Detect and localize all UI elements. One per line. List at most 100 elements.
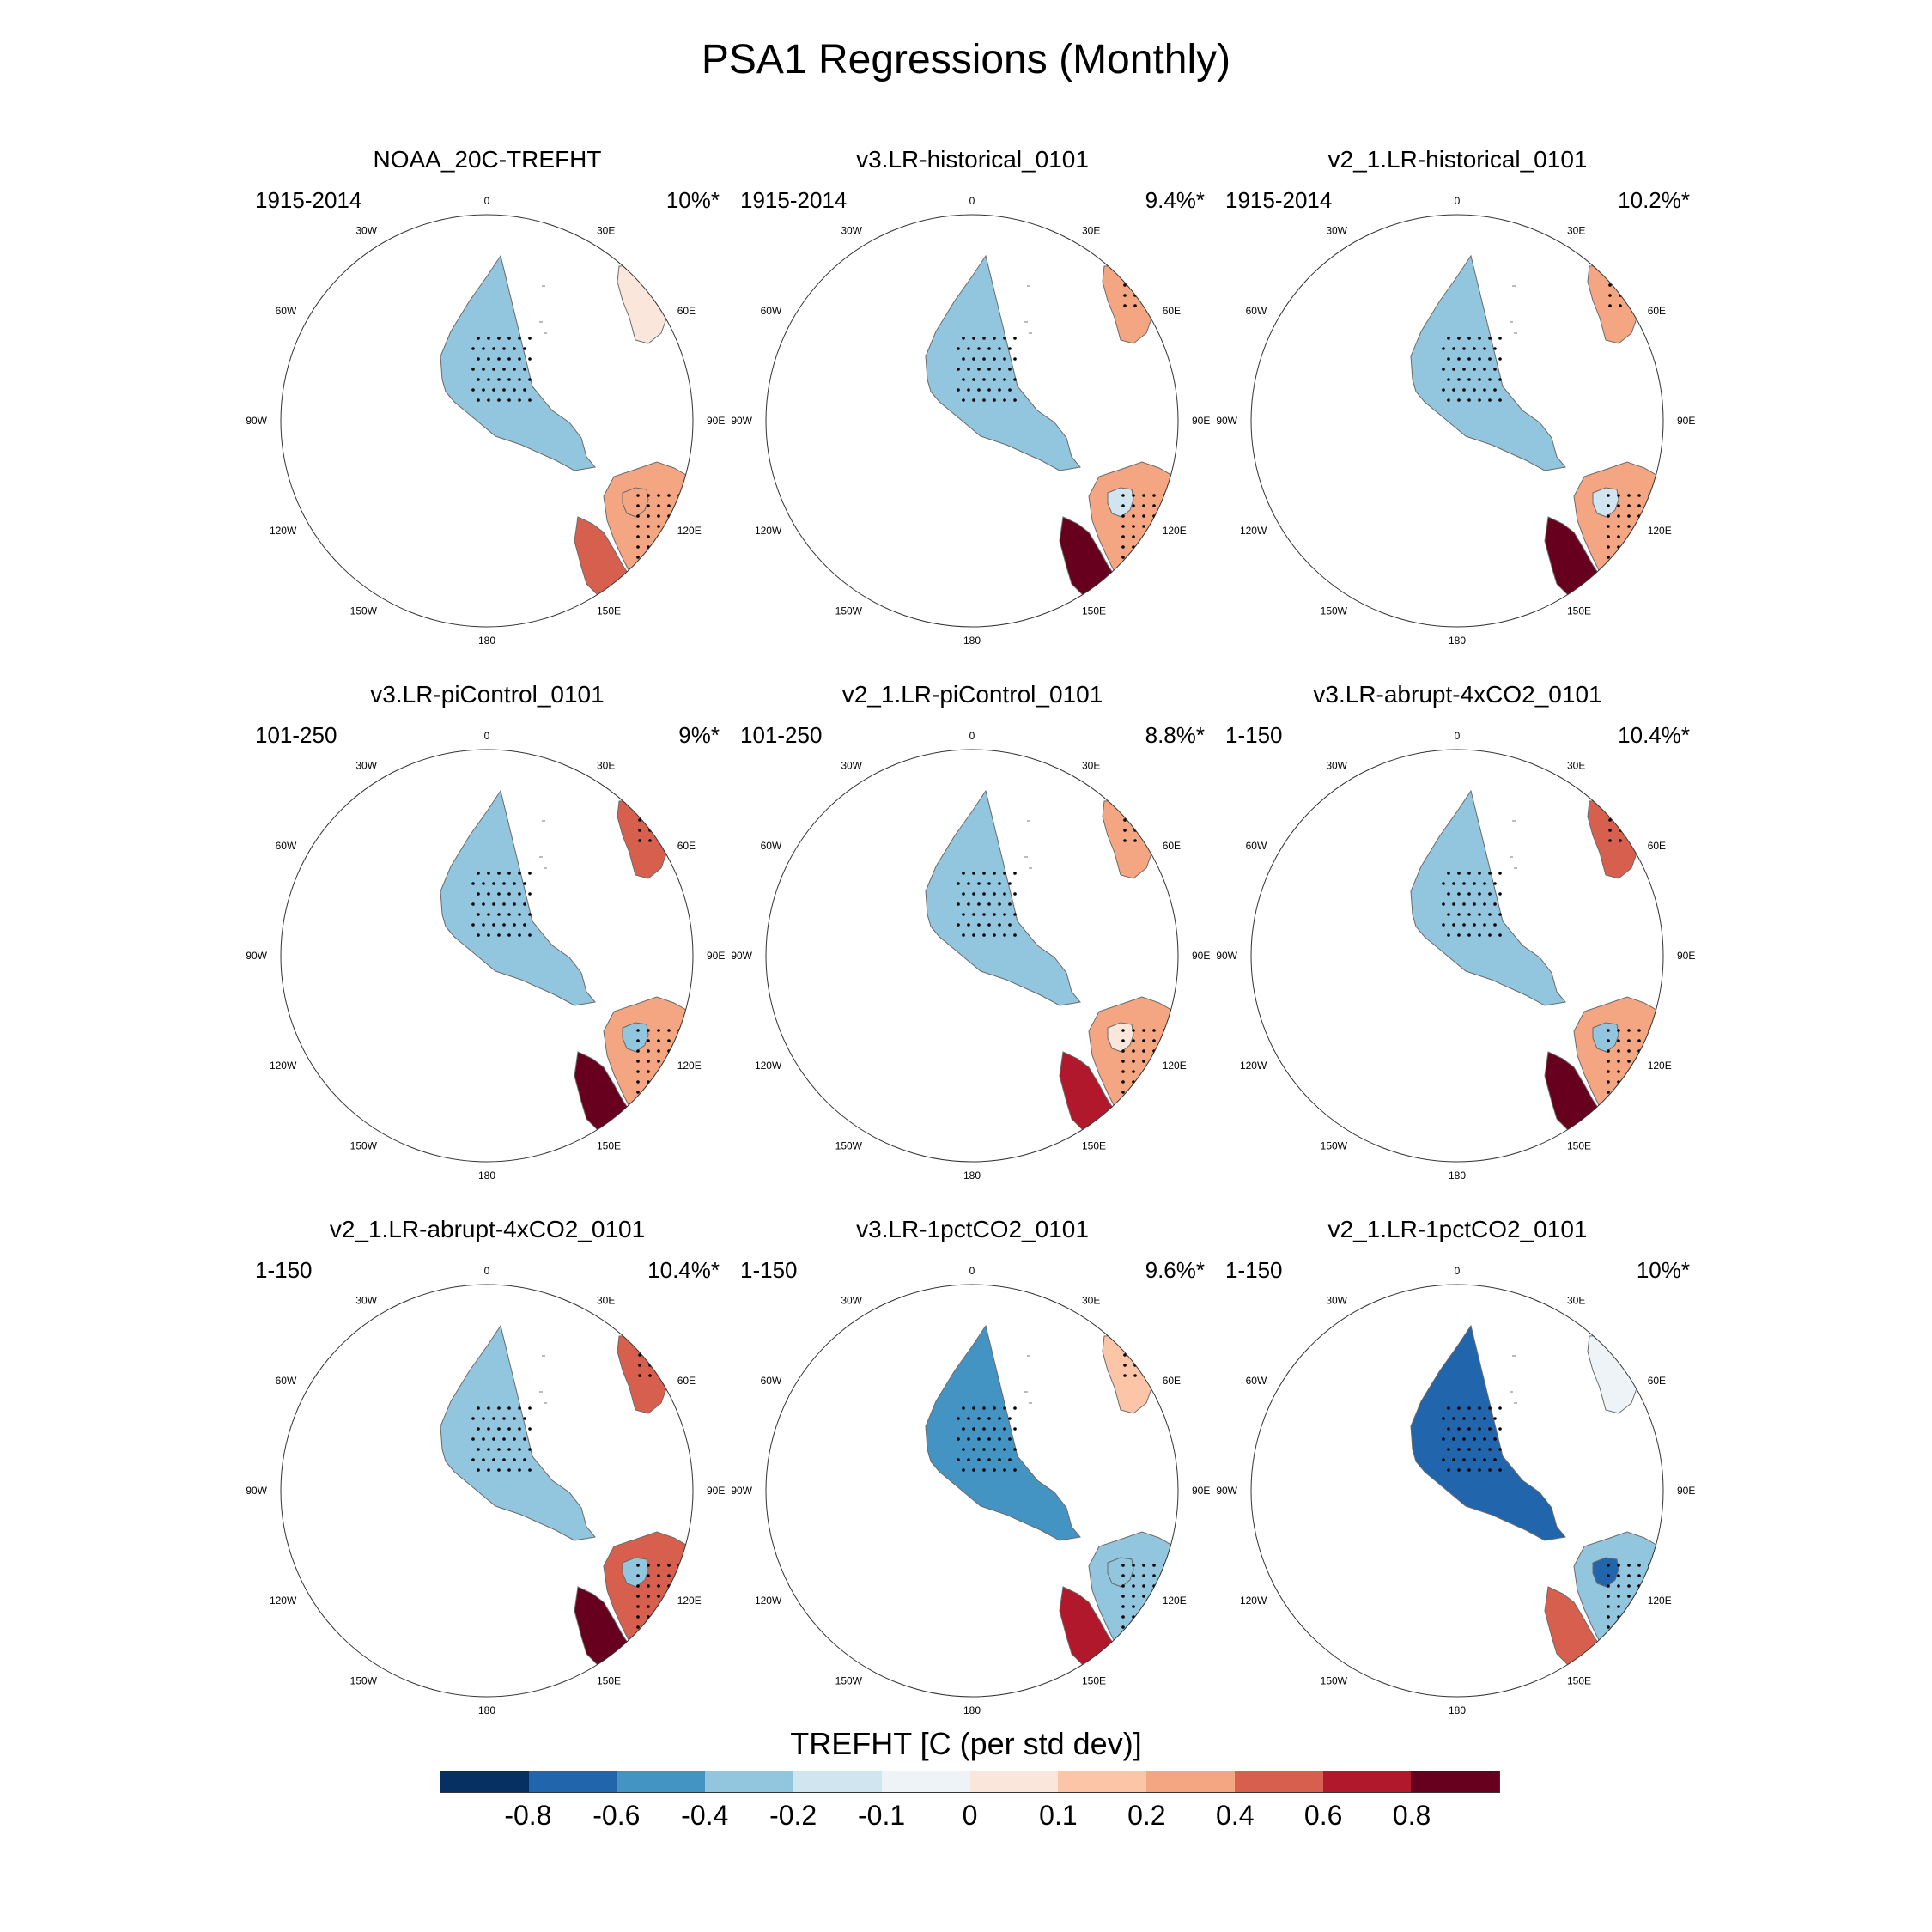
longitude-label: 60E [677,305,696,317]
stipple-dot [993,872,996,875]
stipple-dot [1457,892,1461,896]
stipple-dot [982,1406,986,1410]
stipple-dot [1003,337,1006,340]
stipple-dot [657,1625,660,1629]
region-africa [617,1334,692,1414]
stipple-dot [471,923,475,927]
stipple-dot [1132,1070,1135,1073]
stipple-dot [982,1468,986,1472]
stipple-dot [667,1029,671,1032]
stipple-dot [962,378,965,381]
longitude-label: 150W [350,1675,378,1687]
stipple-dot [659,1364,662,1367]
stipple-dot [1462,923,1466,927]
stipple-dot [1163,1049,1166,1053]
stipple-dot [998,923,1001,927]
stipple-dot [1493,882,1497,885]
stipple-dot [1152,1070,1156,1073]
stipple-dot [667,1574,671,1577]
stipple-dot [636,1605,640,1608]
map-boundary [280,1284,694,1698]
colorbar-tick-label: 0.8 [1392,1800,1431,1831]
stipple-dot [513,882,516,885]
region-antarctica-wedd [1107,487,1134,518]
stipple-dot [967,1417,970,1420]
map-boundary [765,749,1179,1163]
stipple-dot [987,882,991,885]
stipple-dot [688,1049,691,1053]
stipple-dot [987,388,991,392]
longitude-label: 150E [597,605,621,617]
stipple-dot [1607,1091,1610,1094]
stipple-dot [636,494,640,497]
stipple-dot [636,514,640,518]
panel-title: v3.LR-1pctCO2_0101 [856,1216,1089,1242]
stipple-dot [471,347,475,350]
stipple-dot [1467,1448,1471,1451]
longitude-label: 90E [1677,1485,1695,1497]
longitude-label: 0 [969,730,975,742]
stipple-dot [1627,1625,1631,1629]
region-antarctica-wedd [1107,1557,1134,1588]
stipple-dot [507,933,511,937]
stipple-dot [1152,556,1156,559]
longitude-label: 60E [1163,1375,1181,1387]
colorbar-tick-label: 0 [962,1800,978,1831]
stipple-dot [972,913,975,916]
stipple-dot [1637,494,1641,497]
longitude-label: 30W [1326,224,1347,236]
longitude-label: 90E [1677,415,1695,427]
stipple-dot [1008,368,1012,371]
stipple-dot [1467,933,1471,937]
stipple-dot [482,923,485,927]
stipple-dot [982,378,986,381]
stipple-dot [1447,398,1450,402]
longitude-label: 180 [478,635,495,647]
stipple-dot [659,1374,662,1377]
stipple-dot [688,1615,691,1619]
stipple-dot [1629,304,1632,307]
stipple-dot [1668,1029,1672,1032]
stipple-dot [977,1437,981,1441]
longitude-label: 60E [1648,840,1666,852]
stipple-dot [1607,535,1610,538]
stipple-dot [518,933,521,937]
colorbar-segment [705,1771,793,1792]
stipple-dot [487,357,490,361]
longitude-label: 150W [1321,1140,1348,1152]
stipple-dot [1488,913,1492,916]
longitude-label: 60W [276,1375,297,1387]
stipple-dot [518,872,521,875]
stipple-dot [1447,1468,1450,1472]
stipple-dot [648,1353,652,1357]
stipple-dot [1617,1070,1620,1073]
stipple-dot [1452,388,1455,392]
longitude-label: 120W [1240,1595,1267,1607]
stipple-dot [1462,882,1466,885]
stipple-dot [477,933,480,937]
stipple-dot [1013,872,1017,875]
stipple-dot [1123,273,1127,276]
stipple-dot [523,1437,526,1441]
stipple-dot [1488,1406,1492,1410]
region-antarctica-ross [1121,1658,1148,1680]
longitude-label: 150E [1567,1675,1591,1687]
stipple-dot [1013,933,1017,937]
stipple-dot [487,1406,490,1410]
stipple-dot [1008,1417,1012,1420]
stipple-dot [1173,1574,1176,1577]
stipple-dot [647,1625,650,1629]
stipple-dot [987,1417,991,1420]
stipple-dot [657,1049,660,1053]
longitude-label: 0 [969,1265,975,1277]
stipple-dot [1493,923,1497,927]
stipple-dot [1173,514,1176,518]
stipple-dot [1163,514,1166,518]
stipple-dot [636,1060,640,1063]
stipple-dot [528,892,532,896]
polar-map: 0 30E 60E 90E 120E 150E 180 150W 120W 90W 60W 30W [1216,730,1695,1182]
stipple-dot [518,1448,521,1451]
longitude-label: 150E [1082,1140,1106,1152]
stipple-dot [1142,556,1145,559]
stipple-dot [1648,556,1651,559]
